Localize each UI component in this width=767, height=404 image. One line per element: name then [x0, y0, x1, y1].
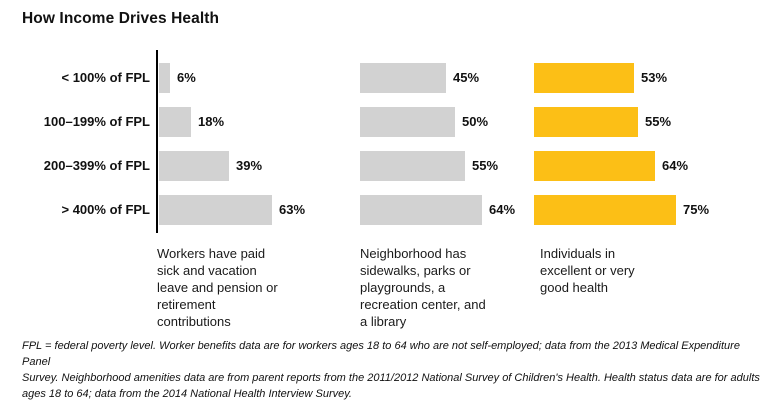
series-caption: Neighborhood has sidewalks, parks or pla… — [360, 246, 486, 329]
series-caption: Individuals in excellent or very good he… — [540, 246, 635, 295]
bar — [360, 151, 465, 181]
bar — [534, 63, 634, 93]
bar-value-label: 63% — [279, 202, 306, 217]
bar-value-label: 45% — [453, 70, 480, 85]
bar — [159, 151, 229, 181]
chart-title: How Income Drives Health — [22, 10, 220, 27]
bar-value-label: 18% — [198, 114, 225, 129]
row-label: < 100% of FPL — [61, 70, 151, 85]
bar — [534, 195, 676, 225]
row-label: 200–399% of FPL — [43, 158, 150, 173]
y-axis-line — [156, 50, 158, 233]
bar-value-label: 75% — [683, 202, 710, 217]
bar — [360, 107, 455, 137]
bar-value-label: 64% — [662, 158, 689, 173]
bar — [360, 63, 446, 93]
row-label: 100–199% of FPL — [43, 114, 150, 129]
bar-value-label: 64% — [489, 202, 516, 217]
bar-value-label: 50% — [462, 114, 489, 129]
bar — [534, 151, 655, 181]
bar-value-label: 53% — [641, 70, 668, 85]
bar — [360, 195, 482, 225]
bar — [159, 107, 191, 137]
row-label: > 400% of FPL — [61, 202, 151, 217]
bar-value-label: 55% — [645, 114, 672, 129]
bar — [159, 195, 272, 225]
series-caption: Workers have paid sick and vacation leav… — [157, 246, 278, 329]
bar-value-label: 6% — [177, 70, 196, 85]
bar — [159, 63, 170, 93]
footnote: FPL = federal poverty level. Worker bene… — [22, 340, 760, 400]
bar-value-label: 39% — [236, 158, 263, 173]
bar-value-label: 55% — [472, 158, 499, 173]
bar — [534, 107, 638, 137]
